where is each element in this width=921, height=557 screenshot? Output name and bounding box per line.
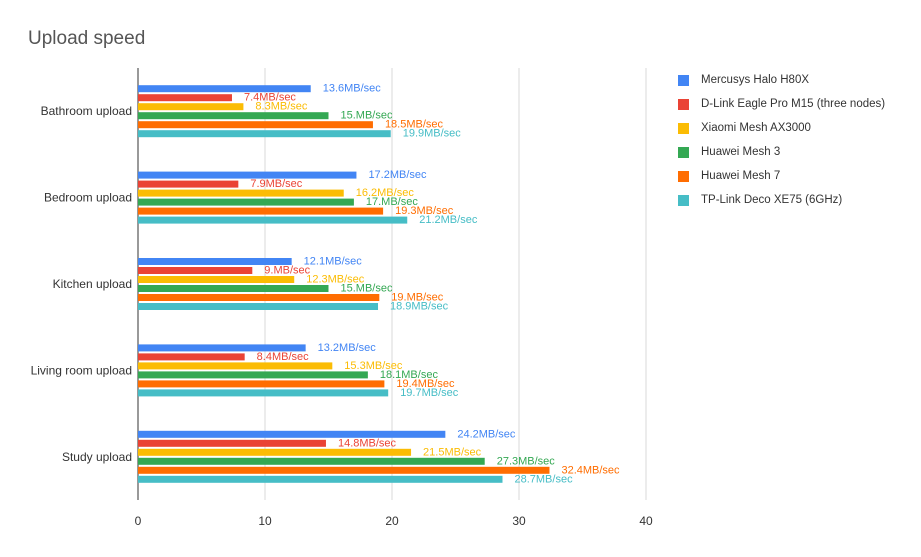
legend-item: TP-Link Deco XE75 (6GHz) bbox=[678, 188, 885, 212]
bar bbox=[138, 344, 306, 352]
bar bbox=[138, 180, 239, 188]
bar bbox=[138, 216, 408, 224]
legend-label: Huawei Mesh 3 bbox=[701, 146, 781, 158]
bar bbox=[138, 130, 391, 138]
x-tick-label: 20 bbox=[385, 514, 399, 528]
bar-data-label: 12.3MB/sec bbox=[306, 274, 365, 286]
bar bbox=[138, 171, 357, 179]
bar-data-label: 8.3MB/sec bbox=[255, 101, 307, 113]
bar bbox=[138, 466, 550, 474]
bar-data-label: 13.6MB/sec bbox=[323, 83, 382, 95]
bar bbox=[138, 353, 245, 361]
legend-item: Huawei Mesh 7 bbox=[678, 164, 885, 188]
bar-data-label: 27.3MB/sec bbox=[497, 455, 556, 467]
bar-data-label: 19.4MB/sec bbox=[396, 378, 455, 390]
x-tick-label: 40 bbox=[639, 514, 653, 528]
bar bbox=[138, 439, 326, 447]
bar-data-label: 15.MB/sec bbox=[341, 283, 393, 295]
bar bbox=[138, 285, 329, 292]
bar bbox=[138, 258, 292, 265]
x-tick-label: 30 bbox=[512, 514, 526, 528]
y-category-label: Living room upload bbox=[31, 363, 132, 377]
legend-swatch bbox=[678, 194, 689, 206]
y-category-label: Study upload bbox=[62, 450, 132, 464]
y-category-label: Kitchen upload bbox=[53, 277, 132, 291]
chart-legend: Mercusys Halo H80X D-Link Eagle Pro M15 (… bbox=[678, 68, 885, 212]
bar bbox=[138, 112, 329, 120]
bar bbox=[138, 85, 311, 93]
legend-label: Mercusys Halo H80X bbox=[701, 74, 810, 86]
bar bbox=[138, 198, 354, 206]
bar-data-label: 21.5MB/sec bbox=[423, 446, 482, 458]
bar bbox=[138, 94, 232, 102]
legend-swatch bbox=[678, 122, 689, 134]
bar bbox=[138, 389, 389, 397]
bar bbox=[138, 267, 253, 274]
legend-item: D-Link Eagle Pro M15 (three nodes) bbox=[678, 92, 885, 116]
bar bbox=[138, 371, 368, 379]
bar-data-label: 12.1MB/sec bbox=[304, 256, 363, 268]
bar-data-label: 21.2MB/sec bbox=[419, 214, 478, 226]
bar-data-label: 18.9MB/sec bbox=[390, 301, 449, 313]
bar-data-label: 15.3MB/sec bbox=[344, 360, 403, 372]
bar-data-label: 7.9MB/sec bbox=[250, 178, 302, 190]
legend-label: D-Link Eagle Pro M15 (three nodes) bbox=[701, 98, 886, 110]
legend-label: TP-Link Deco XE75 (6GHz) bbox=[701, 194, 843, 206]
legend-item: Xiaomi Mesh AX3000 bbox=[678, 116, 885, 140]
legend-swatch bbox=[678, 74, 689, 86]
bar bbox=[138, 121, 373, 129]
bar bbox=[138, 362, 333, 370]
bar bbox=[138, 448, 412, 456]
bar-data-label: 14.8MB/sec bbox=[338, 437, 397, 449]
y-category-label: Bathroom upload bbox=[41, 104, 132, 118]
bar-data-label: 16.2MB/sec bbox=[356, 187, 415, 199]
legend-item: Huawei Mesh 3 bbox=[678, 140, 885, 164]
bar-data-label: 19.MB/sec bbox=[391, 292, 443, 304]
bar-data-label: 32.4MB/sec bbox=[561, 464, 620, 476]
bar bbox=[138, 294, 380, 301]
legend-swatch bbox=[678, 146, 689, 158]
bar-data-label: 17.2MB/sec bbox=[368, 169, 427, 181]
bar-data-label: 24.2MB/sec bbox=[457, 428, 516, 440]
bar-data-label: 15.MB/sec bbox=[341, 110, 393, 122]
bar-data-label: 18.5MB/sec bbox=[385, 119, 444, 131]
x-tick-label: 10 bbox=[258, 514, 272, 528]
legend-swatch bbox=[678, 98, 689, 110]
bar bbox=[138, 189, 344, 197]
bar-data-label: 28.7MB/sec bbox=[514, 473, 573, 485]
bar bbox=[138, 276, 295, 283]
bar-data-label: 19.3MB/sec bbox=[395, 205, 454, 217]
legend-label: Huawei Mesh 7 bbox=[701, 170, 781, 182]
bar bbox=[138, 430, 446, 438]
bar-data-label: 9.MB/sec bbox=[264, 265, 310, 277]
bar-data-label: 19.9MB/sec bbox=[403, 128, 462, 140]
y-category-label: Bedroom upload bbox=[44, 191, 132, 205]
x-tick-label: 0 bbox=[135, 514, 142, 528]
bar bbox=[138, 207, 384, 215]
bar bbox=[138, 103, 244, 111]
legend-item: Mercusys Halo H80X bbox=[678, 68, 885, 92]
bar bbox=[138, 380, 385, 388]
legend-label: Xiaomi Mesh AX3000 bbox=[701, 122, 811, 134]
legend-swatch bbox=[678, 170, 689, 182]
bar-data-label: 7.4MB/sec bbox=[244, 92, 296, 104]
bar-data-label: 8.4MB/sec bbox=[257, 351, 309, 363]
bar-data-label: 18.1MB/sec bbox=[380, 369, 439, 381]
bar bbox=[138, 303, 379, 310]
bar-data-label: 19.7MB/sec bbox=[400, 387, 459, 399]
bar bbox=[138, 475, 503, 483]
bar-data-label: 13.2MB/sec bbox=[318, 342, 377, 354]
bar-data-label: 17.MB/sec bbox=[366, 196, 418, 208]
chart-title: Upload speed bbox=[28, 28, 146, 49]
bar bbox=[138, 457, 485, 465]
